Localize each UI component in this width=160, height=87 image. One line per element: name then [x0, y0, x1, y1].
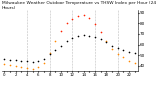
Text: Milwaukee Weather Outdoor Temperature vs THSW Index per Hour (24 Hours): Milwaukee Weather Outdoor Temperature vs… — [2, 1, 156, 10]
